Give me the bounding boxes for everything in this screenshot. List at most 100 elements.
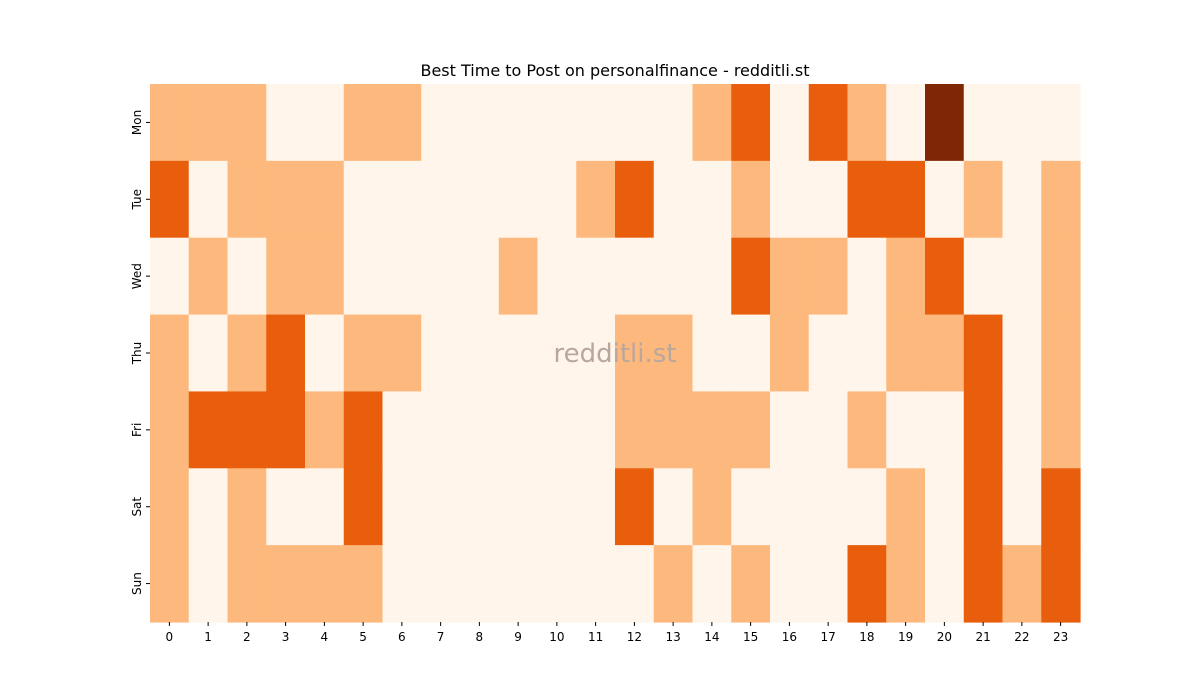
heatmap-cell-fri-14 [692,391,732,469]
heatmap-cell-sun-9 [498,545,539,623]
heatmap-cell-tue-21 [963,160,1004,239]
heatmap-cell-sun-18 [847,545,887,623]
heatmap-cell-sun-12 [615,545,655,623]
heatmap-cell-sat-16 [770,468,810,546]
heatmap-cell-thu-20 [925,314,965,393]
heatmap-cell-wed-12 [615,237,655,316]
heatmap-cell-wed-5 [343,237,384,316]
x-tick-label-6: 6 [398,630,406,644]
heatmap-cell-sun-6 [382,545,422,623]
heatmap-cell-fri-1 [188,391,229,469]
heatmap-cell-fri-13 [653,391,694,469]
x-tick-label-18: 18 [859,630,874,644]
heatmap-cell-tue-5 [343,160,384,239]
heatmap-cell-fri-20 [925,391,965,469]
x-tick-label-3: 3 [282,630,290,644]
x-tick-label-12: 12 [627,630,642,644]
heatmap-cell-mon-8 [460,84,500,162]
heatmap-cell-mon-7 [421,84,461,162]
heatmap-cell-sun-13 [653,545,694,623]
heatmap-cell-tue-8 [460,160,500,239]
heatmap-cell-thu-16 [770,314,810,393]
heatmap-cell-thu-18 [847,314,887,393]
heatmap-cell-fri-15 [731,391,771,469]
heatmap-cell-tue-12 [615,160,655,239]
x-tick-label-11: 11 [588,630,603,644]
x-axis: 0 1 2 3 4 5 6 7 8 9 10 11 12 13 14 15 16 17 18 19 20 21 22 23 [166,622,1068,644]
heatmap-cell-thu-9 [498,314,539,393]
heatmap-cell-fri-5 [343,391,384,469]
heatmap-cell-wed-8 [460,237,500,316]
x-tick-label-1: 1 [204,630,212,644]
heatmap-cell-sun-1 [188,545,229,623]
x-tick-label-15: 15 [743,630,758,644]
heatmap-cell-mon-12 [615,84,655,162]
heatmap-cell-tue-16 [770,160,810,239]
heatmap-cell-sun-10 [537,545,577,623]
heatmap-cell-sat-1 [188,468,229,546]
x-tick-label-13: 13 [665,630,680,644]
heatmap-cell-sun-22 [1002,545,1042,623]
heatmap-cell-thu-11 [576,314,616,393]
heatmap-cell-fri-17 [808,391,849,469]
heatmap-cell-mon-0 [150,84,190,162]
heatmap-cell-mon-4 [305,84,345,162]
heatmap-cell-sun-0 [150,545,190,623]
heatmap-cell-sat-5 [343,468,384,546]
heatmap-cell-tue-20 [925,160,965,239]
heatmap-cell-wed-19 [886,237,926,316]
heatmap-cell-fri-16 [770,391,810,469]
heatmap-cell-sun-15 [731,545,771,623]
heatmap-cell-mon-9 [498,84,539,162]
heatmap-cell-sat-10 [537,468,577,546]
heatmap-cell-sun-4 [305,545,345,623]
y-tick-label-tue: Tue [130,189,144,211]
heatmap-cell-mon-11 [576,84,616,162]
heatmap-cell-fri-11 [576,391,616,469]
x-tick-label-20: 20 [937,630,952,644]
heatmap-cell-sun-14 [692,545,732,623]
heatmap-cell-fri-21 [963,391,1004,469]
y-tick-label-wed: Wed [130,263,144,289]
heatmap-cell-sat-4 [305,468,345,546]
heatmap-cell-fri-10 [537,391,577,469]
heatmap-cell-mon-19 [886,84,926,162]
heatmap-cell-sun-23 [1041,545,1081,623]
heatmap-cell-mon-22 [1002,84,1042,162]
heatmap-cell-wed-15 [731,237,771,316]
x-tick-label-16: 16 [782,630,797,644]
heatmap-cell-thu-4 [305,314,345,393]
heatmap-cell-wed-11 [576,237,616,316]
watermark-text: redditli.st [554,339,677,369]
heatmap-cell-sun-3 [266,545,306,623]
heatmap-cell-mon-13 [653,84,694,162]
heatmap-cell-tue-11 [576,160,616,239]
heatmap-cell-thu-12 [615,314,655,393]
heatmap-cell-thu-23 [1041,314,1081,393]
x-tick-label-9: 9 [514,630,522,644]
heatmap-cell-tue-7 [421,160,461,239]
x-tick-label-23: 23 [1053,630,1068,644]
heatmap-cell-tue-6 [382,160,422,239]
y-tick-label-sun: Sun [130,572,144,595]
heatmap-cell-tue-1 [188,160,229,239]
heatmap-cell-tue-15 [731,160,771,239]
heatmap-cell-sat-11 [576,468,616,546]
heatmap-cell-thu-1 [188,314,229,393]
heatmap-cell-tue-19 [886,160,926,239]
heatmap-cell-thu-2 [227,314,267,393]
heatmap-cell-fri-18 [847,391,887,469]
heatmap-cell-wed-14 [692,237,732,316]
heatmap-cell-sat-0 [150,468,190,546]
y-axis: Mon Tue Wed Thu Fri Sat Sun [130,110,150,595]
heatmap-cell-fri-22 [1002,391,1042,469]
heatmap-cell-mon-20 [925,84,965,162]
heatmap-cell-sun-7 [421,545,461,623]
heatmap-cell-thu-13 [653,314,694,393]
heatmap-cell-sun-21 [963,545,1004,623]
heatmap-cell-wed-10 [537,237,577,316]
heatmap-cell-sun-16 [770,545,810,623]
heatmap-cell-fri-8 [460,391,500,469]
heatmap-cell-sun-8 [460,545,500,623]
